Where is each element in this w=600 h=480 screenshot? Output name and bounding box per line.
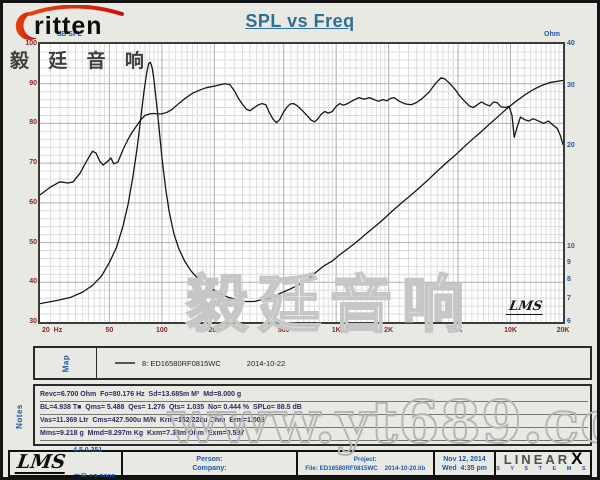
logo-brand-text: ritten (34, 12, 103, 40)
y-right-tick-label: 9 (567, 258, 571, 266)
app-version-date: 二月-12-2005 (73, 473, 116, 480)
file-name: File: ED16580RF0815WC 2014-10-20.lib (305, 464, 426, 472)
watermark-website: www.yt689.com (167, 387, 600, 457)
x-tick-label: 50 (105, 327, 114, 334)
y-left-tick-label: 70 (29, 159, 37, 167)
notes-label: Notes (14, 403, 24, 429)
page-title: SPL vs Freq (245, 11, 355, 31)
x-tick-label: 20K (556, 327, 570, 334)
linearx-systems: S Y S T E M S (496, 465, 590, 472)
y-left-tick-label: 50 (29, 238, 37, 246)
y-right-tick-label: 7 (567, 295, 571, 303)
lms-logo: LMS (14, 451, 68, 474)
y-right-tick-label: 10 (567, 243, 575, 251)
y-right-tick-label: 30 (567, 82, 575, 90)
y-left-tick-label: 30 (29, 318, 37, 325)
person-label: Person: (196, 455, 223, 463)
lms-plot-signature: LMS (505, 299, 546, 315)
y-right-tick-label: 8 (567, 275, 571, 283)
y-left-tick-label: 40 (29, 278, 37, 286)
notes-line-2: BL=4.938 T■ Qms= 5.488 Qes= 1.276 Qts= 1… (40, 402, 588, 415)
x-tick-label: 100 (156, 327, 168, 334)
legend-curve-name: 8: ED16580RF0815WC (142, 358, 221, 368)
y-right-tick-label: 40 (567, 40, 575, 47)
legend: 8: ED16580RF0815WC 2014-10-22 (97, 348, 590, 378)
spl-curve (39, 77, 564, 196)
logo-arc (28, 4, 124, 16)
y-right-tick-label: 20 (567, 141, 575, 149)
y-left-tick-label: 90 (29, 79, 37, 87)
notes-line-3: Vas=11.369 Ltr Cms=427.500u M/N Krm=162.… (40, 415, 588, 428)
linearx-logo: LINEAR X S Y S T E M S (496, 448, 590, 475)
notes-label-cell: Notes (8, 398, 30, 434)
map-section: Map 8: ED16580RF0815WC 2014-10-22 (33, 346, 592, 380)
logo-crescent (15, 11, 37, 40)
legend-curve-date: 2014-10-22 (246, 358, 286, 368)
y-left-tick-label: 80 (29, 119, 37, 127)
y-left-tick-label: 60 (29, 198, 37, 206)
map-label-cell: Map (35, 348, 97, 378)
y-right-tick-label: 6 (567, 318, 571, 325)
notes-line-4: Mms=9.218 g Mmd=8.297m Kg Kxm=7.38m Ohm … (40, 428, 588, 441)
project-label: Project: (353, 455, 377, 463)
status-version-cell: LMS 4.5.0.351 二月-12-2005 (10, 447, 124, 480)
logo-swoosh-icon (15, 4, 124, 40)
notes-line-1: Revc=6.700 Ohm Fo=80.176 Hz Sd=13.685m M… (40, 389, 588, 402)
spl-freq-plot (38, 42, 565, 324)
logo-subtitle-chinese: 毅 廷 音 响 (10, 51, 151, 72)
eritten-logo: ritten 毅 廷 音 响 (8, 4, 144, 72)
status-project-cell: Project: File: ED16580RF0815WC 2014-10-2… (298, 452, 435, 475)
watermark-chinese: 毅廷音响 (185, 270, 475, 341)
status-time: Wed 4:35 pm (441, 464, 487, 472)
linearx-x: X (571, 448, 583, 468)
notes-section: Revc=6.700 Ohm Fo=80.176 Hz Sd=13.685m M… (33, 384, 592, 446)
map-label: Map (61, 354, 70, 372)
status-bar: LMS 4.5.0.351 二月-12-2005 Person: Company… (8, 447, 592, 480)
right-axis-unit-label: Ohm (544, 31, 560, 38)
chart-canvas (39, 44, 564, 322)
legend-line-swatch (115, 362, 135, 364)
linearx-word: LINEAR (503, 451, 571, 467)
x-tick-label: 10K (504, 327, 517, 334)
left-axis-unit-label: dB SPL (57, 31, 82, 38)
company-label: Company: (192, 464, 227, 472)
status-date-cell: Nov 12, 2014 Wed 4:35 pm (435, 452, 497, 475)
x-tick-label: 20 Hz (42, 327, 63, 334)
status-date: Nov 12, 2014 (443, 455, 486, 463)
app-version: 4.5.0.351 (73, 446, 103, 454)
impedance-curve (39, 61, 564, 305)
status-person-cell: Person: Company: (123, 452, 298, 475)
